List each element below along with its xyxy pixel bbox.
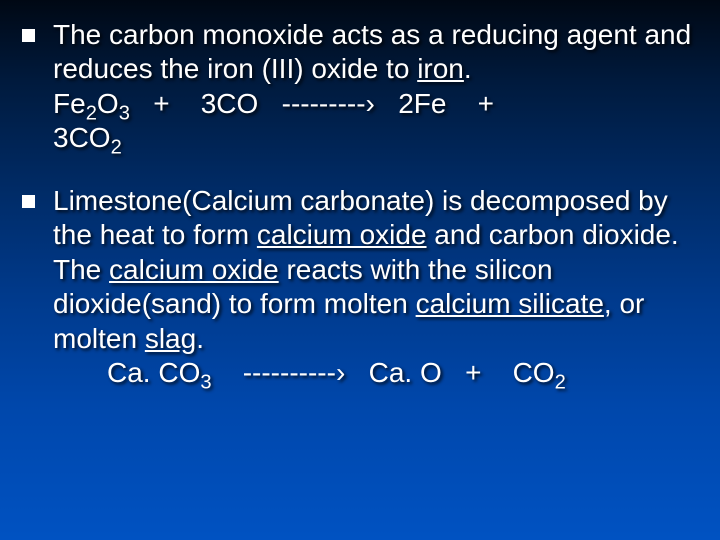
seg-u: slag <box>145 323 196 354</box>
seg-u: calcium silicate <box>416 288 604 319</box>
bullet-text-2: Limestone(Calcium carbonate) is decompos… <box>53 184 692 391</box>
eq-plus: + <box>446 88 525 119</box>
bullet-item-1: The carbon monoxide acts as a reducing a… <box>22 18 692 156</box>
bullet-text-1: The carbon monoxide acts as a reducing a… <box>53 18 692 156</box>
eq-part: Ca. CO <box>107 357 200 388</box>
eq-plus: + <box>130 88 201 119</box>
seg: . <box>464 53 472 84</box>
arrow-icon: ---------› <box>258 88 398 119</box>
eq-part: O <box>97 88 119 119</box>
eq-part: Fe <box>53 88 86 119</box>
eq-sub: 2 <box>555 372 566 394</box>
eq-part: 3CO <box>53 122 111 153</box>
seg: The carbon monoxide acts as a reducing a… <box>53 19 691 84</box>
bullet-marker-icon <box>22 29 35 42</box>
seg: . <box>196 323 204 354</box>
equation-2: Ca. CO3 ----------› Ca. O + CO2 <box>53 356 692 390</box>
eq-plus: + <box>442 357 513 388</box>
seg-u: calcium oxide <box>257 219 427 250</box>
eq-sub: 3 <box>200 372 211 394</box>
eq-part: 3CO <box>201 88 259 119</box>
eq-sub: 2 <box>111 137 122 159</box>
eq-part: CO <box>513 357 555 388</box>
seg-u: calcium oxide <box>109 254 279 285</box>
eq-sub: 3 <box>119 102 130 124</box>
seg-u: iron <box>417 53 464 84</box>
bullet-marker-icon <box>22 195 35 208</box>
bullet-item-2: Limestone(Calcium carbonate) is decompos… <box>22 184 692 391</box>
eq-part: Ca. O <box>369 357 442 388</box>
equation-1: Fe2O3 + 3CO ---------› 2Fe + 3CO2 <box>53 88 525 153</box>
eq-part: 2Fe <box>398 88 446 119</box>
arrow-icon: ----------› <box>212 357 369 388</box>
